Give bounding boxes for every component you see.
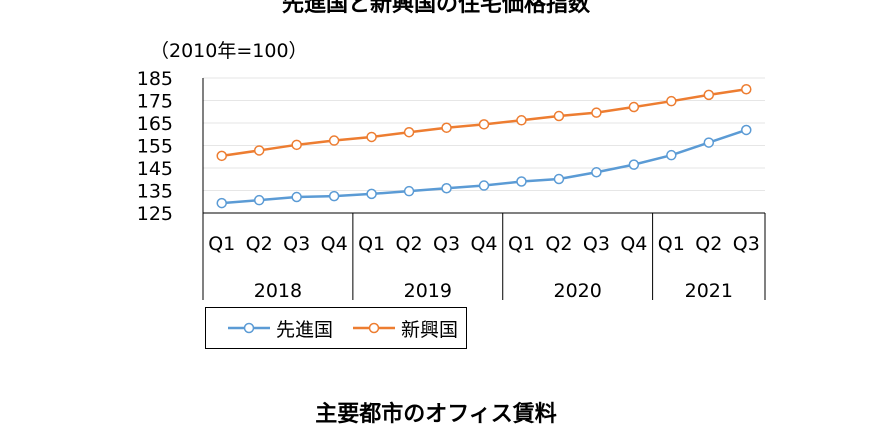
- y-tick-label: 135: [137, 181, 173, 203]
- x-tick-label: Q2: [396, 233, 423, 255]
- legend-marker-1: [353, 322, 396, 334]
- x-tick-label: Q2: [545, 233, 572, 255]
- year-label: 2021: [685, 280, 733, 302]
- data-point-1: [366, 131, 377, 143]
- data-point-0: [216, 197, 227, 209]
- data-point-1: [666, 95, 677, 107]
- year-label: 2019: [404, 280, 452, 302]
- legend-item-0: 先進国: [226, 315, 333, 342]
- data-point-1: [441, 122, 452, 133]
- next-chart-title: 主要都市のオフィス賃料: [315, 402, 557, 427]
- y-tick-label: 175: [137, 91, 173, 113]
- series-line-0: [221, 128, 747, 205]
- data-point-1: [628, 101, 640, 113]
- data-point-0: [403, 185, 415, 197]
- y-tick-label: 125: [137, 203, 173, 225]
- data-point-1: [291, 139, 302, 151]
- data-point-1: [703, 89, 715, 101]
- data-point-0: [741, 124, 752, 136]
- legend: 先進国 新興国: [205, 307, 467, 349]
- data-point-0: [253, 194, 265, 206]
- legend-label-1: 新興国: [401, 318, 459, 341]
- data-point-0: [478, 180, 490, 191]
- data-point-1: [591, 107, 602, 118]
- data-point-0: [628, 159, 640, 170]
- x-tick-label: Q3: [583, 233, 610, 255]
- data-point-0: [516, 176, 527, 187]
- y-tick-label: 155: [137, 136, 173, 158]
- data-point-1: [328, 135, 340, 146]
- x-tick-label: Q4: [470, 233, 497, 255]
- x-tick-label: Q3: [433, 233, 460, 255]
- x-tick-label: Q3: [733, 233, 760, 255]
- legend-label-0: 先進国: [276, 318, 334, 341]
- data-point-1: [553, 110, 565, 122]
- unit-label: （2010年=100）: [150, 40, 308, 62]
- x-tick-label: Q1: [208, 233, 235, 255]
- data-point-0: [291, 191, 302, 203]
- data-point-0: [366, 188, 377, 200]
- data-point-1: [516, 115, 527, 126]
- data-point-0: [591, 167, 602, 178]
- data-point-1: [253, 145, 265, 156]
- legend-item-1: 新興国: [351, 315, 458, 342]
- data-point-1: [741, 84, 752, 95]
- year-label: 2018: [254, 280, 302, 302]
- legend-marker-0: [228, 322, 270, 334]
- data-point-1: [216, 150, 227, 162]
- data-point-1: [403, 126, 415, 138]
- year-label: 2020: [553, 280, 601, 302]
- data-point-0: [703, 137, 715, 148]
- data-point-0: [328, 190, 340, 202]
- x-tick-label: Q4: [321, 233, 348, 255]
- x-tick-label: Q2: [695, 233, 722, 255]
- x-tick-label: Q4: [620, 233, 647, 255]
- x-tick-label: Q2: [246, 233, 273, 255]
- x-tick-label: Q1: [358, 233, 385, 255]
- data-point-1: [478, 119, 490, 130]
- data-point-0: [666, 149, 677, 161]
- y-tick-label: 185: [137, 68, 173, 90]
- data-point-0: [553, 173, 565, 185]
- chart-title: 先進国と新興国の住宅価格指数: [281, 0, 590, 17]
- y-tick-label: 165: [137, 113, 173, 135]
- y-tick-label: 145: [137, 158, 173, 180]
- x-tick-label: Q3: [283, 233, 310, 255]
- data-point-0: [441, 183, 452, 194]
- x-tick-label: Q1: [508, 233, 535, 255]
- x-tick-label: Q1: [658, 233, 685, 255]
